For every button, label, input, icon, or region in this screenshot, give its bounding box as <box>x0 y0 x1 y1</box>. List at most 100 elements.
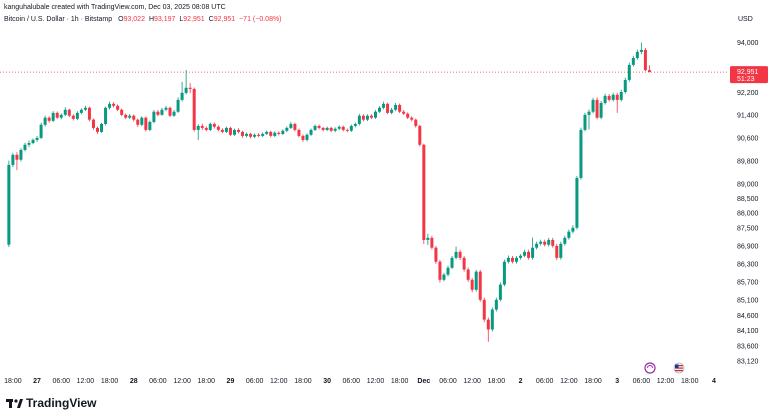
y-tick-label: 91,400 <box>737 113 759 120</box>
candle-body <box>112 103 116 106</box>
legend-value: 92,951 <box>183 16 205 23</box>
candle-body <box>615 94 619 100</box>
candle-body <box>79 109 83 113</box>
candle-body <box>502 261 506 285</box>
candle-body <box>519 255 523 258</box>
candle-body <box>249 133 253 137</box>
candle-body <box>220 129 224 132</box>
legend-key: H <box>149 16 154 23</box>
candle-body <box>7 164 11 245</box>
candle-body <box>67 109 71 116</box>
event-icon <box>644 362 656 374</box>
countdown: 51:23 <box>737 76 755 83</box>
y-tick-label: 88,000 <box>737 211 759 218</box>
x-tick-label: 12:00 <box>367 378 385 385</box>
candle-body <box>486 319 490 330</box>
candle-body <box>506 257 510 262</box>
candle-body <box>535 243 539 248</box>
x-tick-label: 12:00 <box>463 378 481 385</box>
candle-body <box>454 251 458 258</box>
last-price-box <box>730 66 768 84</box>
candle-body <box>253 134 257 137</box>
candle-body <box>168 107 172 116</box>
candle-body <box>277 132 281 134</box>
candle-body <box>575 177 579 228</box>
candle-body <box>285 127 289 131</box>
candle-body <box>490 309 494 330</box>
candle-body <box>228 127 232 135</box>
candle-body <box>108 103 112 108</box>
candle-body <box>156 111 160 115</box>
legend-value: 93,022 <box>124 16 146 23</box>
brand: TradingView <box>26 396 97 410</box>
candle-body <box>144 117 148 130</box>
x-tick-label: 30 <box>323 378 331 385</box>
x-tick-label: 18:00 <box>294 378 312 385</box>
candle-body <box>289 123 293 128</box>
x-tick-label: 27 <box>33 378 41 385</box>
candle-body <box>313 125 317 130</box>
candle-body <box>531 247 535 258</box>
candle-body <box>293 123 297 130</box>
candle-body <box>438 261 442 280</box>
candle-body <box>333 128 337 131</box>
y-tick-label: 83,600 <box>737 344 759 351</box>
candle-body <box>442 274 446 280</box>
candle-body <box>414 119 418 126</box>
candle-body <box>357 115 361 124</box>
x-tick-label: 18:00 <box>391 378 409 385</box>
candle-body <box>301 135 305 140</box>
candle-body <box>402 111 406 114</box>
candle-body <box>31 139 35 144</box>
candle-body <box>184 87 188 93</box>
x-tick-label: 06:00 <box>536 378 554 385</box>
candle-body <box>631 57 635 65</box>
candle-body <box>208 123 212 130</box>
candle-body <box>410 117 414 120</box>
candle-body <box>611 94 615 100</box>
legend-change: −71 (−0.08%) <box>239 16 281 23</box>
candle-body <box>337 126 341 129</box>
candle-body <box>567 231 571 238</box>
candle-body <box>241 131 245 136</box>
x-tick-label: 12:00 <box>657 378 675 385</box>
candle-body <box>470 279 474 290</box>
legend-value: 93,197 <box>154 16 176 23</box>
x-tick-label: 18:00 <box>681 378 699 385</box>
candle-body <box>245 133 249 136</box>
candle-body <box>11 154 15 165</box>
x-tick-label: 12:00 <box>77 378 95 385</box>
candle-body <box>120 109 124 115</box>
candle-body <box>591 99 595 112</box>
candle-body <box>361 115 365 120</box>
candle-body <box>59 114 63 118</box>
candle-body <box>160 109 164 115</box>
candle-body <box>43 117 47 125</box>
candle-body <box>474 271 478 290</box>
candle-body <box>152 111 156 122</box>
candle-body <box>595 99 599 118</box>
y-tick-label: 83,120 <box>737 359 759 366</box>
candle-body <box>87 107 91 120</box>
legend-key: L <box>179 16 183 23</box>
candle-body <box>643 49 647 71</box>
candle-body <box>116 105 120 110</box>
candle-body <box>458 251 462 258</box>
candle-body <box>378 107 382 112</box>
candle-body <box>647 70 651 73</box>
x-tick-label: 18:00 <box>198 378 216 385</box>
candle-body <box>329 127 333 131</box>
candle-body <box>71 115 75 119</box>
candle-body <box>305 134 309 140</box>
candle-body <box>623 79 627 93</box>
x-tick-label: 12:00 <box>560 378 578 385</box>
candle-body <box>394 104 398 110</box>
candle-body <box>321 127 325 130</box>
y-tick-label: 85,700 <box>737 279 759 286</box>
last-price-label: 92,951 <box>737 69 759 76</box>
candle-body <box>180 92 184 100</box>
candle-body <box>543 241 547 245</box>
